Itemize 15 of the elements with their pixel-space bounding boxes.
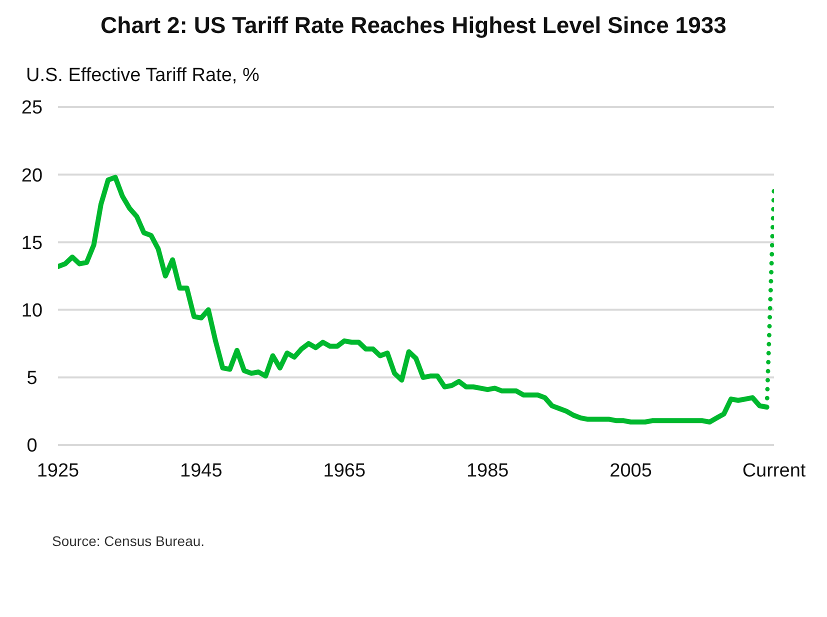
y-tick-label: 5 <box>26 368 38 390</box>
x-tick-label: 1965 <box>323 460 366 482</box>
x-tick-label: 1985 <box>466 460 509 482</box>
y-tick-label: 10 <box>21 300 43 322</box>
x-tick-label: 1945 <box>180 460 222 482</box>
y-tick-label: 15 <box>21 232 43 254</box>
x-tick-label: Current <box>742 460 806 482</box>
source-note: Source: Census Bureau. <box>52 533 206 549</box>
chart-title: Chart 2: US Tariff Rate Reaches Highest Level Since 1933 <box>100 12 728 39</box>
y-tick-label: 20 <box>21 165 43 186</box>
y-tick-label: 0 <box>26 436 38 457</box>
x-tick-label: 2005 <box>610 460 652 482</box>
x-tick-label: 1925 <box>36 460 80 482</box>
y-tick-label: 25 <box>21 98 43 119</box>
y-axis-title: U.S. Effective Tariff Rate, % <box>26 65 260 87</box>
